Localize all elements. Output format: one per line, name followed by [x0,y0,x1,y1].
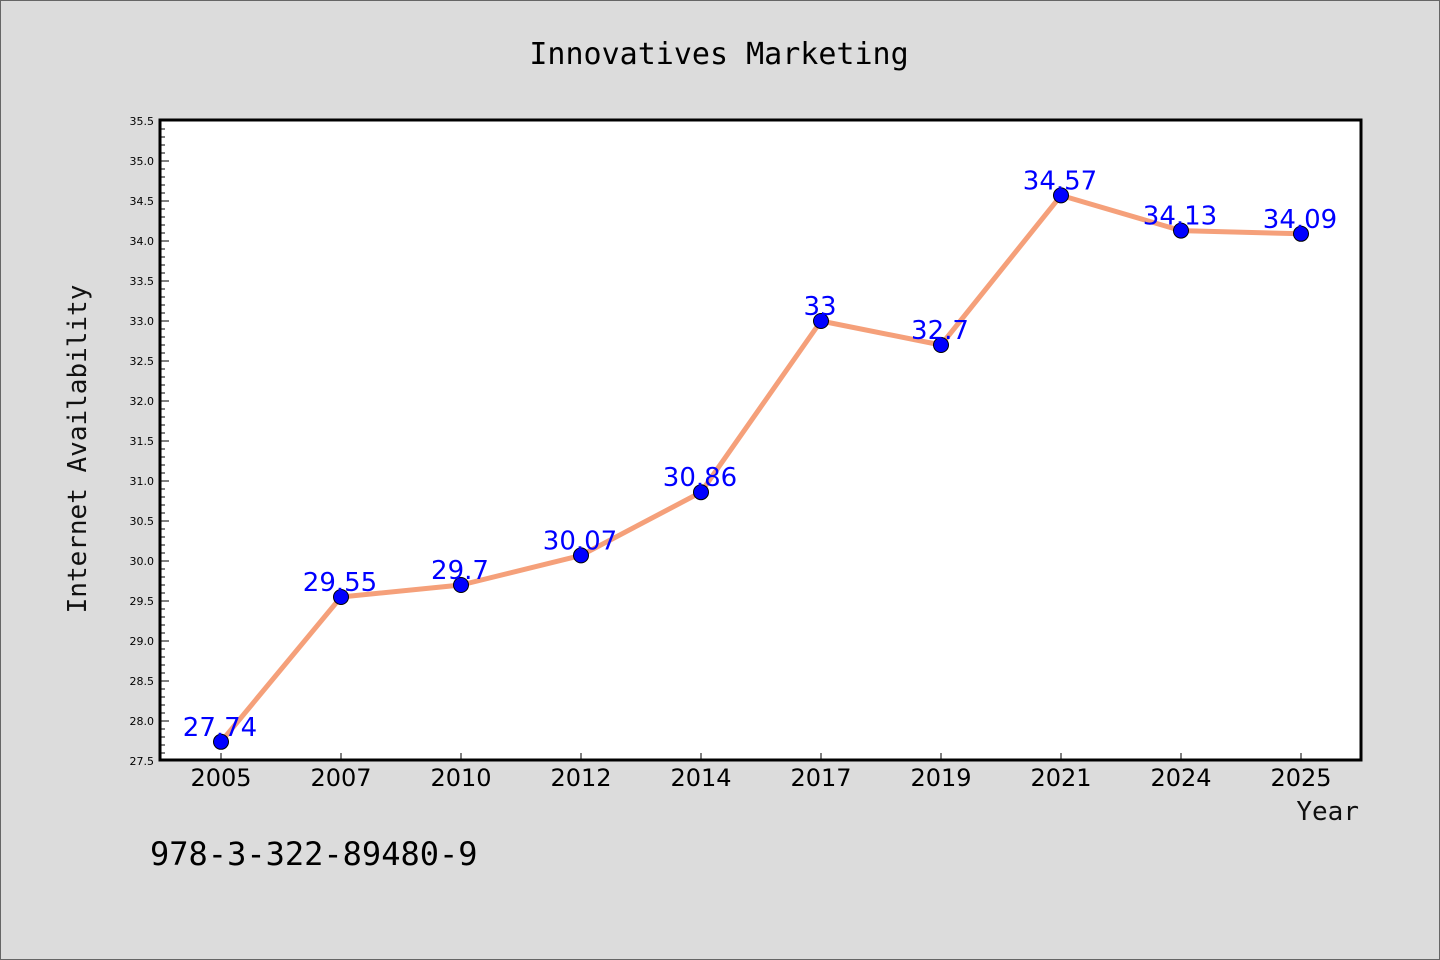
x-tick-label: 2012 [550,764,611,792]
data-label-group: 27.74 29.55 29.7 30.07 30.86 33 32.7 34.57 34.13… [183,166,1337,742]
data-point [333,589,349,605]
y-tick-label: 35.5 [130,115,155,128]
y-tick-label: 34.5 [130,195,155,208]
y-tick-label: 32.0 [130,395,155,408]
series-line-group [213,187,1309,750]
data-label: 32.7 [911,316,969,346]
x-tick-label: 2021 [1030,764,1091,792]
data-label: 30.07 [543,526,617,556]
chart-title: Innovatives Marketing [529,37,908,72]
data-point [693,484,709,501]
y-tick-label: 35.0 [130,155,155,168]
y-tick-label: 33.0 [130,315,155,328]
y-tick-label: 28.0 [130,715,155,728]
y-tick-label: 27.5 [130,755,155,768]
x-axis-label: Year [1296,797,1359,827]
data-label: 34.09 [1263,205,1337,235]
x-axis: 2005 2007 2010 2012 2014 2017 2019 2021 2024 2025 [190,753,1332,792]
data-label: 27.74 [183,713,257,743]
y-tick-label: 29.5 [130,595,155,608]
data-point [1173,222,1189,239]
y-tick-label: 28.5 [130,675,155,688]
x-tick-label: 2014 [670,764,731,792]
data-label: 34.13 [1143,202,1217,232]
y-tick-label: 30.0 [130,555,155,568]
y-tick-label: 29.0 [130,635,155,648]
y-tick-label: 31.0 [130,475,155,488]
data-point [1053,187,1069,204]
x-tick-label: 2017 [790,764,851,792]
data-point [453,577,469,593]
series-line [219,192,1302,744]
data-label: 34.57 [1023,166,1097,196]
y-tick-label: 30.5 [130,515,155,528]
isbn-text: 978-3-322-89480-9 [150,835,478,873]
data-label: 29.7 [431,556,489,586]
x-tick-label: 2010 [430,764,491,792]
x-tick-label: 2005 [190,764,251,792]
data-point [813,313,829,329]
data-point [1293,225,1309,242]
x-tick-label: 2019 [910,764,971,792]
data-label: 33 [803,292,836,322]
y-tick-label: 33.5 [130,275,155,288]
data-label: 29.55 [303,568,377,598]
y-axis: 27.5 28.0 28.5 29.0 29.5 30.0 30.5 31.0 31.5 32.0… [130,115,169,768]
y-tick-label: 31.5 [130,435,155,448]
data-point [573,547,589,564]
y-axis-label: Internet Availability [63,285,93,614]
x-tick-label: 2025 [1270,764,1331,792]
x-tick-label: 2024 [1150,764,1211,792]
x-tick-label: 2007 [310,764,371,792]
y-tick-label: 32.5 [130,355,155,368]
data-point [933,337,949,353]
y-tick-label: 34.0 [130,235,155,248]
data-label: 30.86 [663,463,737,493]
data-point [213,733,229,750]
